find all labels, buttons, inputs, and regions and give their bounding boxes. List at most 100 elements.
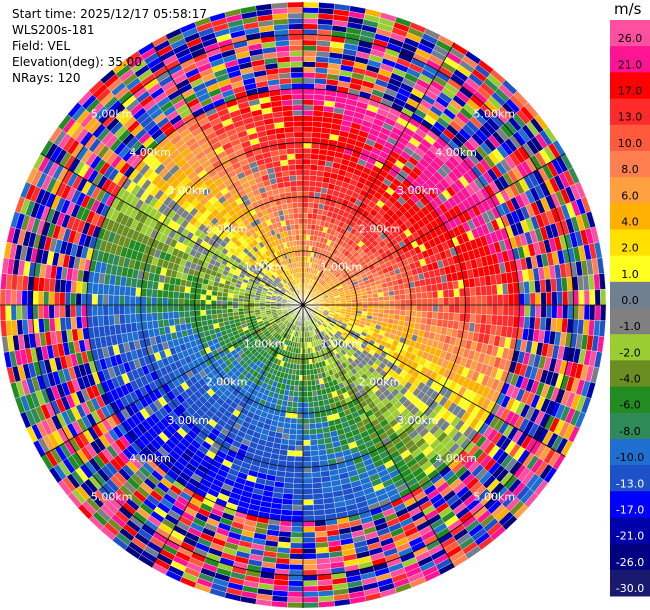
velocity-gate xyxy=(292,493,304,500)
velocity-gate xyxy=(281,503,293,511)
velocity-gate xyxy=(302,23,318,30)
velocity-gate xyxy=(518,293,525,306)
velocity-gate xyxy=(567,290,574,306)
velocity-gate xyxy=(315,181,323,188)
velocity-gate xyxy=(248,304,255,308)
velocity-gate xyxy=(162,311,169,320)
velocity-gate xyxy=(302,202,309,208)
velocity-gate xyxy=(442,289,450,298)
velocity-gate xyxy=(293,483,304,490)
velocity-gate xyxy=(302,591,319,598)
velocity-gate xyxy=(469,286,477,297)
velocity-gate xyxy=(309,433,318,441)
velocity-gate xyxy=(302,1,320,8)
velocity-gate xyxy=(297,407,304,414)
velocity-gate xyxy=(308,412,316,419)
velocity-gate xyxy=(294,450,304,457)
velocity-gate xyxy=(311,477,322,484)
velocity-gate xyxy=(189,310,196,318)
velocity-gate xyxy=(227,312,234,318)
velocity-gate xyxy=(405,304,412,311)
velocity-gate xyxy=(551,304,558,319)
velocity-gate xyxy=(293,472,304,479)
velocity-gate xyxy=(286,401,293,408)
velocity-gate xyxy=(0,320,8,337)
velocity-gate xyxy=(309,164,318,171)
velocity-gate xyxy=(302,66,316,73)
velocity-gate xyxy=(302,212,308,219)
velocity-gate xyxy=(296,418,304,425)
velocity-gate xyxy=(227,308,234,314)
velocity-gate xyxy=(295,434,304,441)
velocity-gate xyxy=(299,358,304,365)
velocity-gate xyxy=(283,422,291,429)
velocity-gate xyxy=(524,292,531,306)
velocity-gate xyxy=(210,309,218,315)
velocity-gate xyxy=(578,304,585,320)
velocity-gate xyxy=(237,307,244,312)
velocity-gate xyxy=(310,379,316,386)
velocity-gate xyxy=(448,304,455,314)
velocity-gate xyxy=(345,299,352,303)
velocity-gate xyxy=(491,314,498,326)
velocity-gate xyxy=(310,374,316,381)
velocity-gate xyxy=(178,311,185,319)
velocity-gate xyxy=(426,311,433,319)
velocity-gate xyxy=(600,288,606,306)
velocity-gate xyxy=(296,412,304,419)
velocity-gate xyxy=(302,580,318,587)
velocity-gate xyxy=(205,314,213,321)
velocity-gate xyxy=(437,297,444,306)
velocity-gate xyxy=(312,121,323,128)
velocity-gate xyxy=(475,295,482,306)
velocity-gate xyxy=(529,292,536,306)
velocity-gate xyxy=(291,520,304,527)
velocity-gate xyxy=(313,202,320,209)
velocity-gate xyxy=(200,315,207,322)
velocity-gate xyxy=(302,131,313,138)
velocity-gate xyxy=(211,313,218,320)
velocity-gate xyxy=(573,290,580,306)
velocity-gate xyxy=(416,304,423,312)
velocity-gate xyxy=(291,510,304,517)
velocity-gate xyxy=(394,294,401,301)
velocity-gate xyxy=(410,310,417,318)
velocity-gate xyxy=(310,148,320,155)
velocity-gate xyxy=(302,239,307,246)
velocity-gate xyxy=(367,301,374,306)
velocity-gate xyxy=(302,77,316,84)
velocity-gate xyxy=(416,298,423,306)
velocity-gate xyxy=(302,115,314,122)
velocity-gate xyxy=(470,304,477,315)
velocity-gate xyxy=(146,312,153,322)
velocity-gate xyxy=(302,391,308,398)
velocity-gate xyxy=(535,292,542,306)
velocity-gate xyxy=(287,591,304,598)
velocity-gate xyxy=(302,396,309,403)
velocity-gate xyxy=(307,396,314,403)
velocity-gate xyxy=(481,304,488,315)
velocity-gate xyxy=(491,284,498,296)
velocity-gate xyxy=(302,575,318,582)
velocity-gate xyxy=(309,423,317,430)
velocity-gate xyxy=(310,153,320,160)
velocity-gate xyxy=(351,299,358,303)
velocity-gate xyxy=(302,553,317,560)
velocity-gate xyxy=(179,317,186,325)
velocity-gate xyxy=(302,158,311,165)
velocity-gate xyxy=(302,407,309,414)
velocity-gate xyxy=(496,283,504,295)
velocity-gate xyxy=(475,313,482,324)
velocity-gate xyxy=(425,284,433,293)
velocity-gate xyxy=(288,564,304,571)
velocity-gate xyxy=(167,311,175,320)
velocity-gate xyxy=(108,314,115,326)
velocity-gate xyxy=(362,301,369,306)
velocity-gate xyxy=(302,596,319,603)
velocity-gate xyxy=(312,482,323,489)
velocity-gate xyxy=(382,291,390,297)
velocity-gate xyxy=(113,314,121,325)
velocity-gate xyxy=(388,290,395,297)
velocity-gate xyxy=(293,477,304,484)
velocity-gate xyxy=(302,88,315,95)
